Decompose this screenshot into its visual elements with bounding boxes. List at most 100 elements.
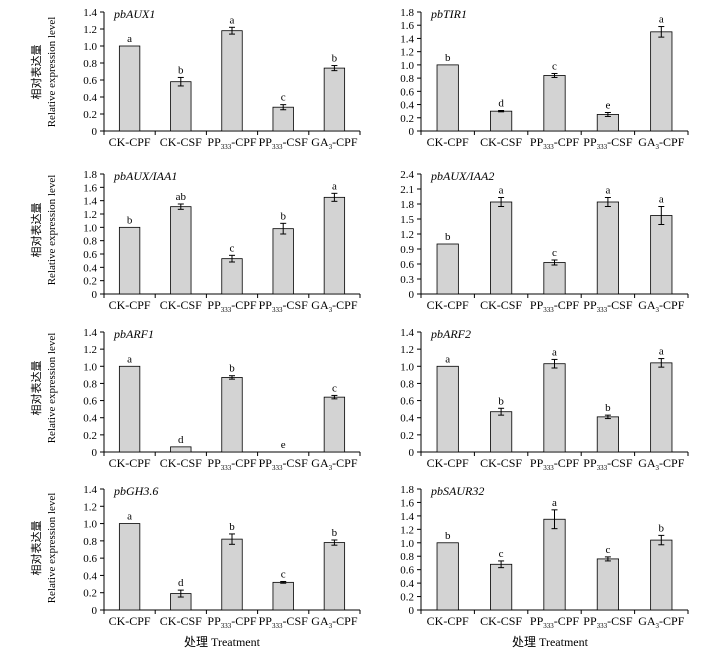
significance-letter: a bbox=[659, 14, 664, 26]
y-tick-label: 0.2 bbox=[83, 276, 97, 288]
significance-letter: d bbox=[178, 434, 184, 446]
ylabel-cn-row3: 相对表达量 bbox=[31, 360, 43, 416]
y-tick-label: 1.2 bbox=[83, 209, 97, 221]
significance-letter: a bbox=[127, 33, 132, 45]
y-tick-label: 1.2 bbox=[83, 24, 97, 36]
category-label: PP333-CPF bbox=[207, 614, 257, 630]
bar bbox=[490, 110, 513, 132]
y-tick-label: 0.4 bbox=[400, 100, 414, 112]
y-tick-label: 0.6 bbox=[83, 553, 97, 565]
significance-letter: c bbox=[552, 247, 557, 259]
category-label: CK-CPF bbox=[109, 456, 151, 470]
bar bbox=[650, 31, 673, 132]
significance-letter: c bbox=[605, 544, 610, 556]
bar bbox=[221, 30, 243, 132]
ylabel-en-row4: Relative expression level bbox=[46, 492, 58, 604]
category-label: CK-CPF bbox=[109, 614, 151, 628]
y-tick-label: 0.6 bbox=[83, 249, 97, 261]
significance-letter: a bbox=[499, 185, 504, 197]
category-label: CK-CPF bbox=[109, 135, 151, 149]
y-tick-label: 0 bbox=[409, 605, 415, 617]
significance-letter: a bbox=[659, 346, 664, 358]
bar bbox=[323, 542, 346, 611]
panel-pbsaur32: 00.2 0.40.6 0.81.0 1.21.4 1.61.8 pbSAUR32 b CK-… bbox=[400, 484, 689, 630]
y-tick-label: 1.0 bbox=[83, 222, 97, 234]
category-label: PP333-CSF bbox=[259, 614, 309, 630]
bar bbox=[118, 45, 141, 132]
y-tick-label: 1.4 bbox=[83, 484, 97, 496]
bar bbox=[490, 201, 513, 295]
panel-pbaux-iaa1: 00.2 0.40.60.8 1.01.21.4 1.61.8 pbAUX/IAA1 b C… bbox=[83, 169, 361, 314]
ylabel-cn-row4: 相对表达量 bbox=[31, 520, 43, 576]
bar bbox=[221, 377, 243, 453]
chart-title: pbAUX/IAA1 bbox=[113, 169, 177, 183]
y-tick-label: 1.2 bbox=[400, 344, 414, 356]
y-tick-label: 2.4 bbox=[400, 169, 414, 181]
category-label: PP333-CPF bbox=[207, 298, 257, 314]
category-label: CK-CPF bbox=[427, 298, 469, 312]
y-tick-label: 0 bbox=[92, 289, 98, 301]
bar bbox=[490, 411, 513, 453]
y-tick-label: 0.4 bbox=[83, 92, 97, 104]
bar bbox=[118, 226, 141, 295]
significance-letter: e bbox=[281, 439, 286, 451]
category-label: CK-CSF bbox=[160, 298, 202, 312]
category-label: GA3-CPF bbox=[311, 135, 358, 151]
y-tick-label: 0.2 bbox=[83, 109, 97, 121]
y-tick-label: 0.2 bbox=[83, 588, 97, 600]
category-label: GA3-CPF bbox=[638, 135, 685, 151]
y-tick-label: 0.6 bbox=[83, 396, 97, 408]
chart-title: pbGH3.6 bbox=[113, 484, 158, 498]
y-tick-label: 1.0 bbox=[400, 538, 414, 550]
category-label: PP333-CPF bbox=[530, 614, 580, 630]
bar bbox=[436, 365, 459, 453]
significance-letter: a bbox=[552, 497, 557, 509]
y-tick-label: 0.8 bbox=[83, 378, 97, 390]
y-tick-label: 1.6 bbox=[400, 497, 414, 509]
bar bbox=[650, 362, 673, 453]
bar bbox=[272, 228, 294, 295]
y-tick-label: 0.8 bbox=[400, 73, 414, 85]
y-tick-label: 1.6 bbox=[83, 182, 97, 194]
category-label: PP333-CSF bbox=[583, 135, 633, 151]
significance-letter: ab bbox=[176, 191, 187, 203]
category-label: GA3-CPF bbox=[638, 614, 685, 630]
bar bbox=[170, 81, 192, 132]
category-label: CK-CPF bbox=[427, 614, 469, 628]
chart-title: pbARF2 bbox=[430, 327, 471, 341]
bar bbox=[118, 523, 141, 611]
significance-letter: a bbox=[605, 185, 610, 197]
bar bbox=[170, 206, 192, 295]
ylabel-en-row1: Relative expression level bbox=[46, 16, 58, 128]
y-tick-label: 0.6 bbox=[400, 259, 414, 271]
significance-letter: b bbox=[127, 214, 133, 226]
y-tick-label: 1.0 bbox=[400, 361, 414, 373]
y-tick-label: 1.2 bbox=[400, 229, 414, 241]
y-tick-label: 0 bbox=[92, 126, 98, 138]
category-label: PP333-CSF bbox=[583, 298, 633, 314]
chart-title: pbSAUR32 bbox=[430, 484, 484, 498]
y-tick-label: 0.9 bbox=[400, 244, 414, 256]
category-label: PP333-CPF bbox=[530, 135, 580, 151]
significance-letter: b bbox=[445, 530, 451, 542]
y-tick-label: 1.8 bbox=[400, 484, 414, 496]
category-label: GA3-CPF bbox=[638, 298, 685, 314]
significance-letter: a bbox=[445, 353, 450, 365]
y-tick-label: 1.4 bbox=[83, 327, 97, 339]
chart-title: pbAUX/IAA2 bbox=[430, 169, 494, 183]
significance-letter: e bbox=[605, 99, 610, 111]
bar bbox=[118, 365, 141, 453]
chart-title: pbARF1 bbox=[113, 327, 154, 341]
bar bbox=[596, 416, 619, 453]
category-label: PP333-CSF bbox=[583, 456, 633, 472]
significance-letter: c bbox=[499, 548, 504, 560]
bar bbox=[221, 538, 243, 611]
panel-pbarf2: 0 0.2 0.4 0.6 0.8 1.0 1.2 1.4 pbARF2 a CK-CPF b CK-C… bbox=[400, 327, 689, 472]
y-tick-label: 0.8 bbox=[83, 236, 97, 248]
bar bbox=[221, 258, 243, 295]
y-tick-label: 0.3 bbox=[400, 274, 414, 286]
category-label: CK-CPF bbox=[109, 298, 151, 312]
y-tick-label: 1.2 bbox=[83, 344, 97, 356]
category-label: PP333-CSF bbox=[583, 614, 633, 630]
